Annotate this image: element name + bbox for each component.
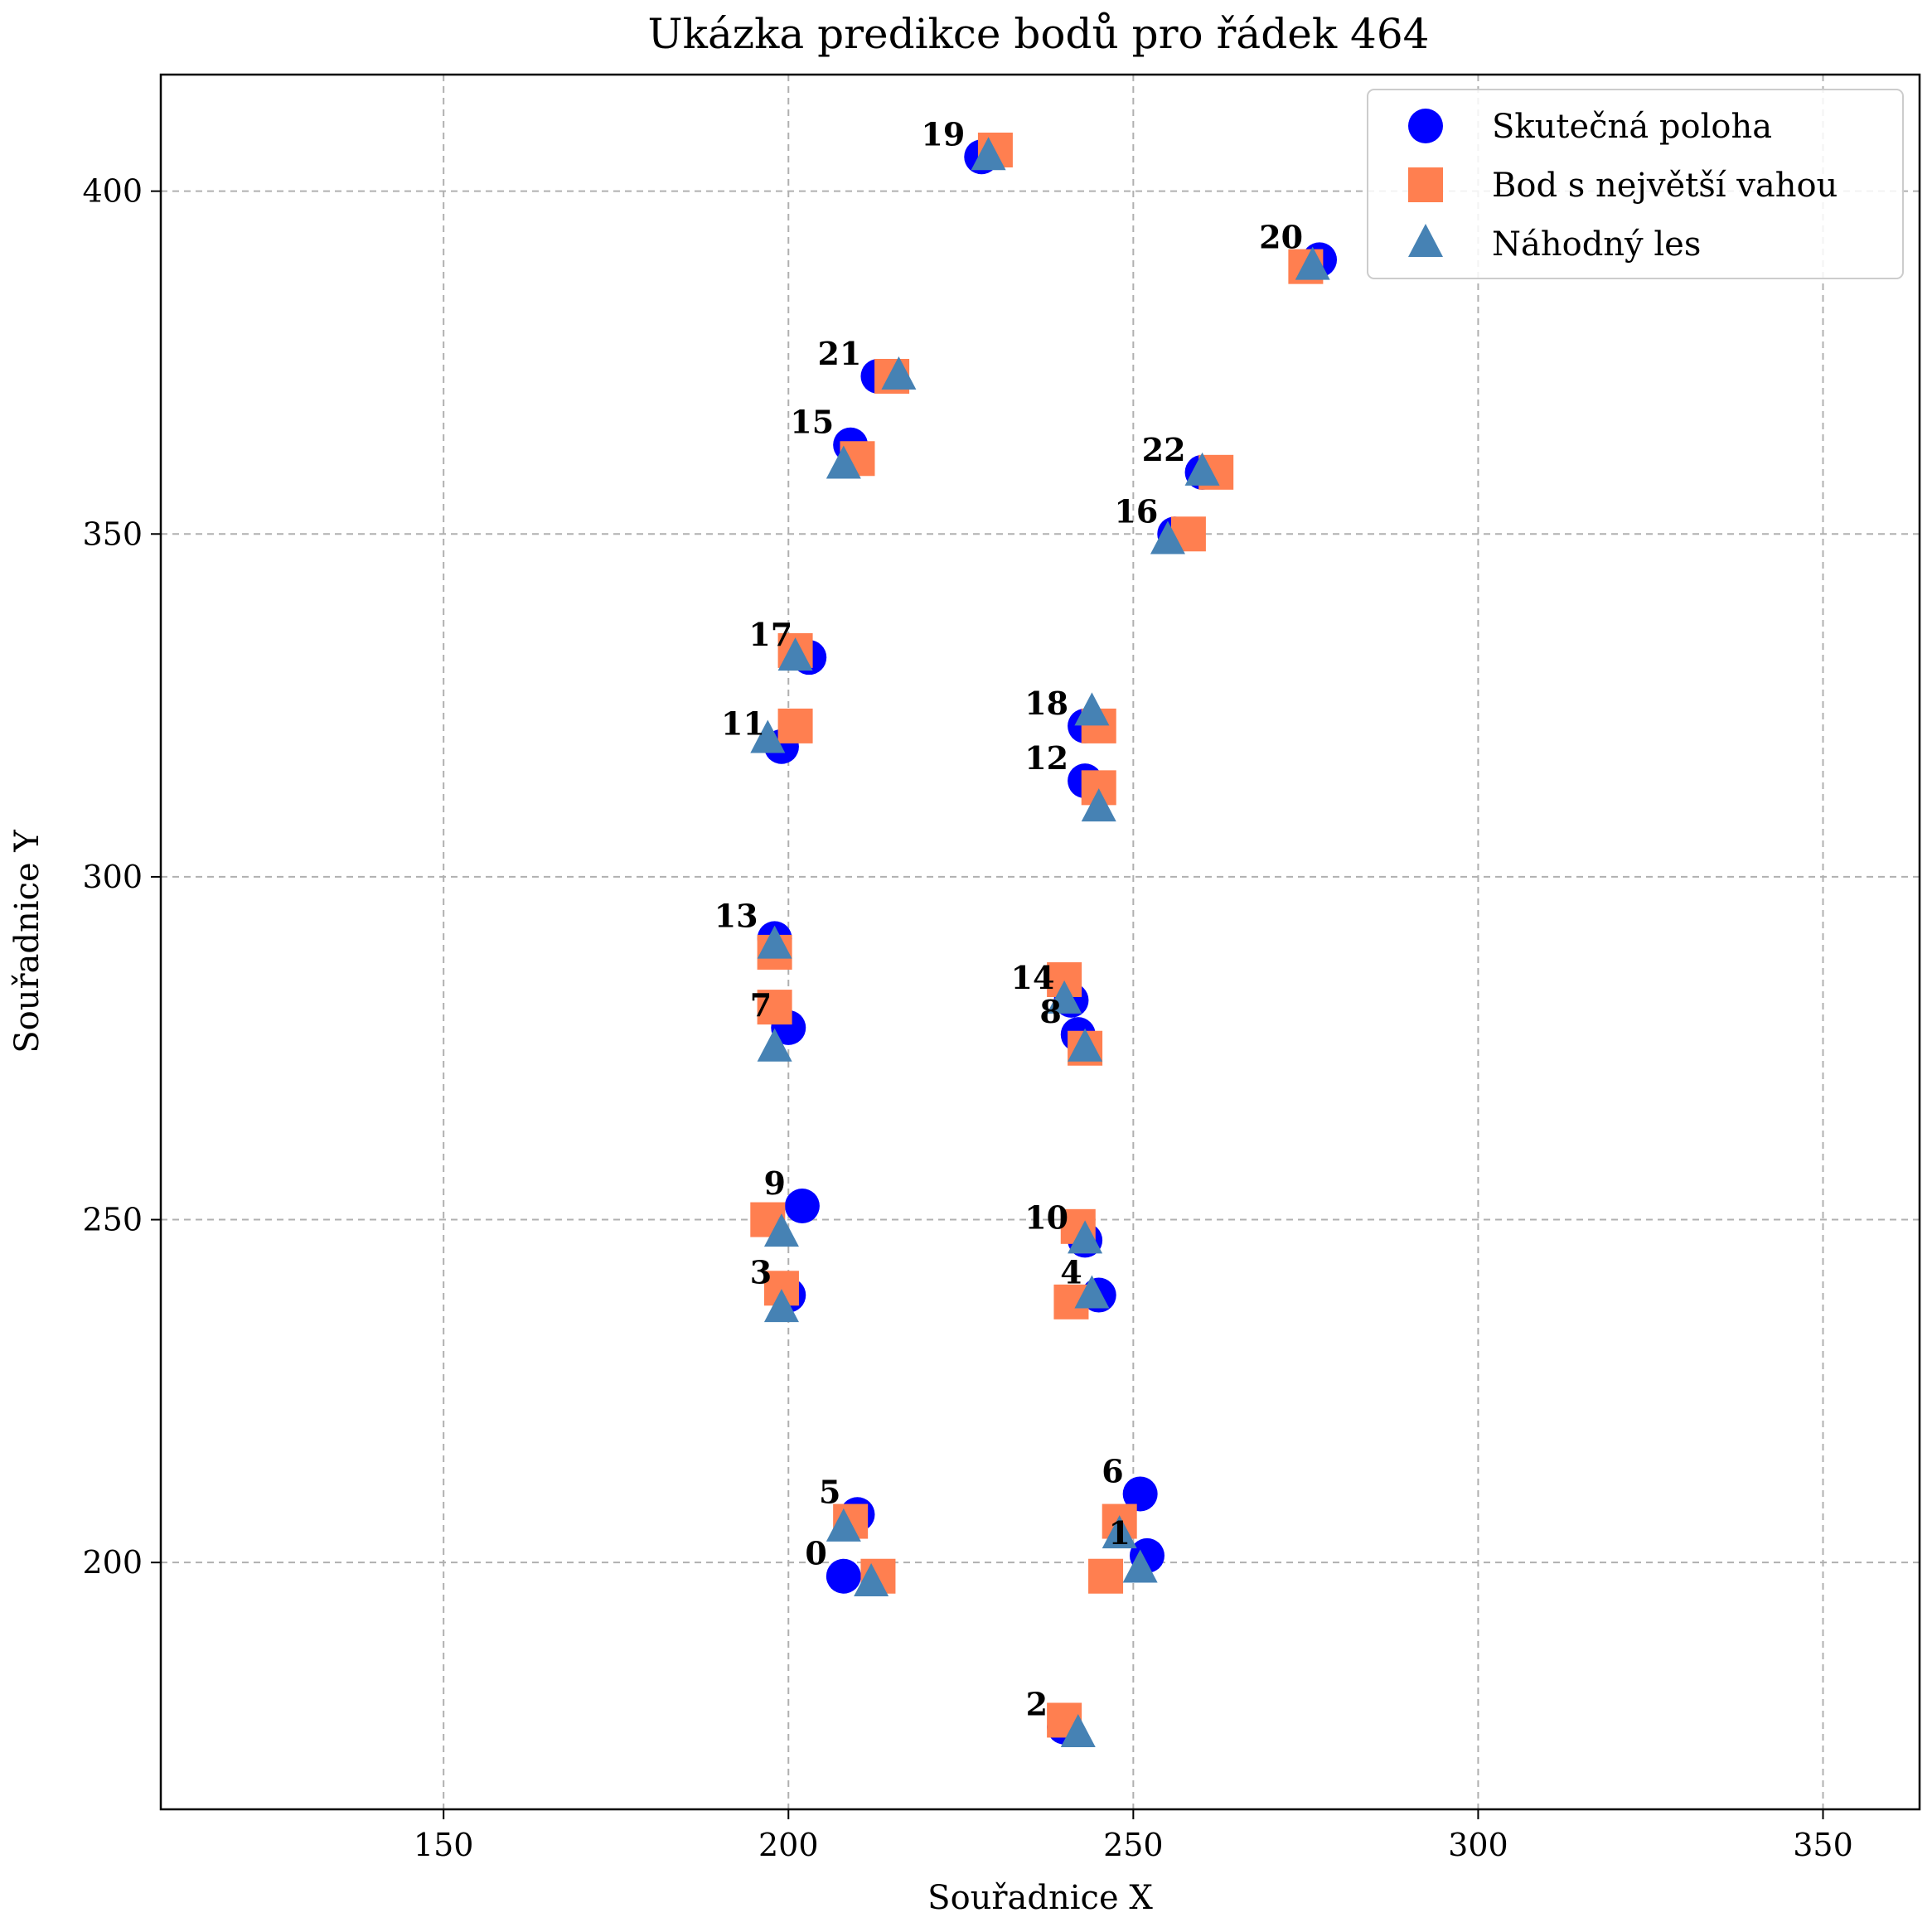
- y-axis-label: Souřadnice Y: [8, 830, 46, 1053]
- legend-marker-circle: [1408, 109, 1443, 143]
- point-index-label: 19: [921, 115, 965, 153]
- point-index-label: 11: [721, 705, 765, 743]
- actual-position-point: [1122, 1476, 1158, 1512]
- point-index-label: 21: [818, 335, 862, 372]
- point-index-label: 2: [1026, 1686, 1048, 1723]
- point-index-label: 9: [763, 1165, 785, 1202]
- x-tick-label: 250: [1103, 1827, 1164, 1863]
- legend-label: Náhodný les: [1492, 225, 1701, 264]
- legend-box: [1367, 89, 1904, 279]
- random-forest-point: [826, 1508, 861, 1542]
- random-forest-point: [757, 925, 792, 959]
- random-forest-point: [1060, 1714, 1096, 1747]
- point-index-label: 3: [750, 1254, 772, 1291]
- x-tick-label: 350: [1793, 1827, 1853, 1863]
- point-index-label: 4: [1060, 1254, 1082, 1291]
- random-forest-point: [881, 356, 917, 390]
- max-weight-point: [777, 708, 813, 743]
- legend-label: Bod s největší vahou: [1492, 167, 1838, 205]
- legend-label: Skutečná poloha: [1492, 108, 1772, 146]
- random-forest-point: [750, 719, 786, 753]
- chart-title: Ukázka predikce bodů pro řádek 464: [648, 10, 1430, 58]
- random-forest-point: [1047, 980, 1082, 1014]
- random-forest-point: [1102, 1515, 1137, 1549]
- random-forest-point: [777, 637, 813, 671]
- random-forest-point: [1295, 246, 1330, 280]
- actual-position-point: [826, 1558, 861, 1594]
- random-forest-point: [971, 137, 1006, 171]
- random-forest-point: [757, 1028, 792, 1062]
- point-index-label: 15: [790, 404, 834, 441]
- actual-position-point: [784, 1189, 820, 1223]
- legend: Skutečná poloha Bod s největší vahou Náhod…: [1367, 89, 1904, 279]
- point-index-label: 5: [819, 1473, 840, 1510]
- random-forest-point: [763, 1289, 799, 1323]
- random-forest-point: [763, 1213, 799, 1247]
- random-forest-point: [1074, 1275, 1110, 1309]
- max-weight-point: [1088, 1558, 1124, 1594]
- random-forest-point: [1068, 1028, 1103, 1062]
- y-tick-label: 300: [82, 859, 143, 895]
- point-index-label: 0: [805, 1535, 826, 1572]
- y-tick-label: 400: [82, 173, 143, 210]
- point-index-label: 13: [714, 897, 758, 934]
- legend-marker-triangle: [1408, 224, 1443, 257]
- plot-frame: [159, 73, 1921, 1811]
- random-forest-point: [1122, 1549, 1158, 1583]
- random-forest-point: [1081, 788, 1116, 822]
- point-index-label: 17: [748, 616, 792, 653]
- point-index-label: 1: [1109, 1514, 1131, 1552]
- random-forest-point: [854, 1563, 889, 1596]
- point-index-label: 6: [1102, 1452, 1123, 1489]
- point-index-label: 18: [1024, 685, 1068, 722]
- random-forest-point: [1068, 1220, 1103, 1254]
- point-index-label: 20: [1259, 218, 1303, 255]
- legend-marker-square: [1408, 167, 1443, 202]
- point-index-label: 12: [1024, 739, 1068, 777]
- y-tick-label: 200: [82, 1544, 143, 1581]
- point-index-label: 22: [1142, 431, 1186, 468]
- random-forest-point: [826, 445, 861, 479]
- point-index-label: 14: [1011, 959, 1055, 996]
- point-index-label: 10: [1024, 1198, 1068, 1236]
- y-tick-label: 250: [82, 1202, 143, 1238]
- x-axis-label: Souřadnice X: [927, 1879, 1153, 1917]
- series-triangle: [750, 137, 1330, 1747]
- x-tick-label: 150: [414, 1827, 474, 1863]
- data-marks: [750, 133, 1338, 1747]
- random-forest-point: [1074, 692, 1110, 726]
- point-index-label: 7: [750, 986, 772, 1024]
- max-weight-point: [757, 990, 792, 1025]
- x-tick-label: 200: [758, 1827, 819, 1863]
- point-index-label: 8: [1039, 993, 1061, 1030]
- random-forest-point: [1150, 521, 1185, 554]
- y-tick-label: 350: [82, 516, 143, 552]
- x-tick-label: 300: [1448, 1827, 1508, 1863]
- random-forest-point: [1184, 452, 1220, 486]
- point-index-label: 16: [1114, 492, 1158, 530]
